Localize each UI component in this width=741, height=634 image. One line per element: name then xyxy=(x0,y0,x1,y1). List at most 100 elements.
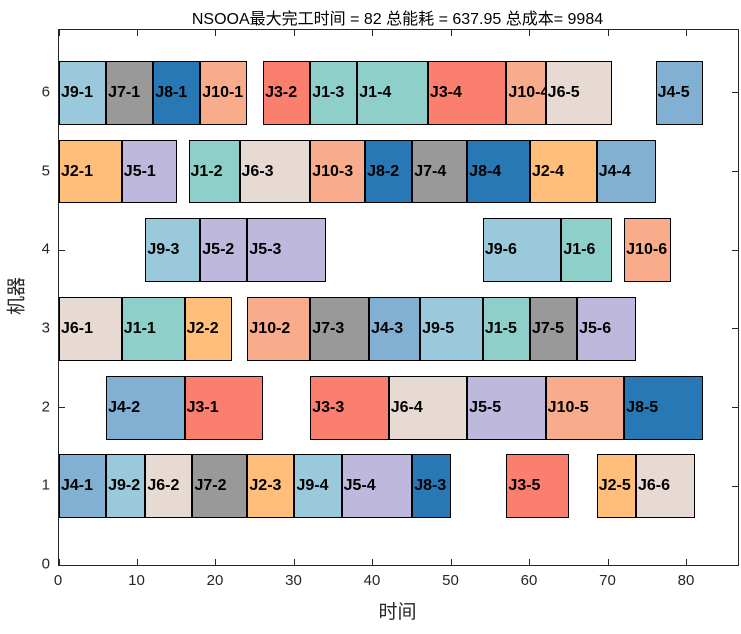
gantt-block-label: J9-3 xyxy=(147,241,180,259)
y-tick-mark xyxy=(732,328,738,330)
chart-title: NSOOA最大完工时间 = 82 总能耗 = 637.95 总成本= 9984 xyxy=(191,11,604,28)
gantt-block: J4-5 xyxy=(655,61,703,125)
y-tick-label: 5 xyxy=(41,162,50,180)
gantt-block-label: J1-4 xyxy=(359,83,392,101)
gantt-block-label: J9-6 xyxy=(484,241,517,259)
gantt-block: J3-4 xyxy=(427,61,507,125)
gantt-block-label: J1-5 xyxy=(484,319,517,337)
gantt-block: J6-1 xyxy=(59,297,122,361)
gantt-block-label: J8-5 xyxy=(626,398,659,416)
gantt-block: J10-6 xyxy=(624,218,672,283)
gantt-block: J5-4 xyxy=(341,454,413,519)
gantt-block: J10-3 xyxy=(310,139,366,204)
gantt-block: J2-1 xyxy=(59,139,122,204)
x-tick-label: 0 xyxy=(53,572,63,589)
gantt-block-label: J10-1 xyxy=(202,83,244,101)
gantt-block-label: J6-1 xyxy=(61,319,94,337)
x-tick-label: 80 xyxy=(677,572,695,589)
gantt-block-label: J7-1 xyxy=(108,83,141,101)
gantt-block: J5-1 xyxy=(121,139,177,204)
x-tick-mark xyxy=(372,30,374,36)
gantt-block: J10-4 xyxy=(506,61,549,125)
gantt-block: J5-2 xyxy=(200,218,248,283)
y-tick-mark xyxy=(732,564,738,566)
gantt-block-label: J2-2 xyxy=(186,319,219,337)
gantt-block-label: J6-2 xyxy=(147,477,180,495)
gantt-block: J6-5 xyxy=(545,61,613,125)
gantt-block-label: J9-1 xyxy=(61,83,94,101)
gantt-block-label: J1-1 xyxy=(123,319,156,337)
gantt-block-label: J7-5 xyxy=(531,319,564,337)
gantt-block: J1-4 xyxy=(357,61,428,125)
y-tick-label: 4 xyxy=(41,240,50,258)
gantt-block-label: J2-5 xyxy=(598,477,631,495)
gantt-block-label: J10-3 xyxy=(312,162,354,180)
gantt-block-label: J9-2 xyxy=(108,477,141,495)
gantt-block-label: J3-3 xyxy=(312,398,345,416)
y-tick-mark xyxy=(732,485,738,487)
x-tick-mark xyxy=(686,30,688,36)
x-axis-label: 时间 xyxy=(378,602,417,623)
gantt-block-label: J6-4 xyxy=(390,398,423,416)
gantt-block: J5-6 xyxy=(577,297,636,361)
x-tick-mark xyxy=(215,559,217,565)
plot-area: J4-1 J9-2 J6-2 J7-2 J2-3 J9-4 J5-4 J8-3 J3-5 J2-5… xyxy=(58,29,739,566)
gantt-block-label: J3-4 xyxy=(429,83,462,101)
y-tick-label: 1 xyxy=(41,476,50,494)
x-tick-label: 10 xyxy=(128,572,145,589)
gantt-block: J6-4 xyxy=(388,375,468,440)
gantt-block-label: J2-1 xyxy=(61,162,94,180)
y-tick-mark xyxy=(732,249,738,251)
gantt-block-label: J9-4 xyxy=(296,477,329,495)
gantt-block-label: J8-3 xyxy=(414,477,447,495)
gantt-block: J2-4 xyxy=(529,139,597,204)
gantt-block-label: J5-1 xyxy=(123,162,156,180)
gantt-block-label: J10-5 xyxy=(547,398,589,416)
gantt-block: J3-5 xyxy=(506,454,570,519)
x-tick-mark xyxy=(607,30,609,36)
gantt-block-label: J4-5 xyxy=(657,83,690,101)
gantt-block: J6-2 xyxy=(145,454,193,519)
gantt-block-label: J10-4 xyxy=(508,83,550,101)
gantt-block: J8-5 xyxy=(624,375,703,440)
gantt-block-label: J4-1 xyxy=(61,477,94,495)
gantt-block: J7-5 xyxy=(529,297,578,361)
y-tick-label: 2 xyxy=(41,398,50,416)
gantt-block: J10-5 xyxy=(545,375,625,440)
gantt-block-label: J10-6 xyxy=(626,241,668,259)
gantt-block: J7-4 xyxy=(412,139,468,204)
gantt-block-label: J2-4 xyxy=(531,162,564,180)
gantt-block: J2-2 xyxy=(184,297,232,361)
gantt-block-label: J5-4 xyxy=(343,477,376,495)
y-tick-mark xyxy=(59,249,65,251)
gantt-block-label: J7-3 xyxy=(312,319,345,337)
x-tick-mark xyxy=(607,559,609,565)
gantt-block: J7-3 xyxy=(310,297,370,361)
gantt-block: J10-1 xyxy=(200,61,248,125)
gantt-block-label: J3-5 xyxy=(508,477,541,495)
gantt-block: J7-2 xyxy=(192,454,248,519)
x-tick-mark xyxy=(450,559,452,565)
x-tick-label: 40 xyxy=(363,572,381,589)
gantt-block-label: J6-5 xyxy=(547,83,580,101)
gantt-block-label: J1-3 xyxy=(312,83,345,101)
gantt-block-label: J8-4 xyxy=(469,162,502,180)
x-tick-mark xyxy=(58,559,60,565)
x-tick-mark xyxy=(293,30,295,36)
gantt-block: J6-6 xyxy=(635,454,695,519)
gantt-block-label: J7-2 xyxy=(194,477,227,495)
y-tick-mark xyxy=(59,407,65,409)
gantt-block: J8-4 xyxy=(467,139,530,204)
gantt-block-label: J7-4 xyxy=(414,162,447,180)
x-tick-mark xyxy=(529,559,531,565)
x-tick-mark xyxy=(293,559,295,565)
x-tick-label: 70 xyxy=(599,572,616,589)
gantt-block: J8-3 xyxy=(412,454,452,519)
gantt-block: J2-3 xyxy=(247,454,295,519)
gantt-block-label: J3-2 xyxy=(265,83,298,101)
gantt-block: J1-2 xyxy=(188,139,240,204)
y-tick-mark xyxy=(59,564,65,566)
gantt-block: J9-1 xyxy=(59,61,107,125)
gantt-block-label: J4-2 xyxy=(108,398,141,416)
